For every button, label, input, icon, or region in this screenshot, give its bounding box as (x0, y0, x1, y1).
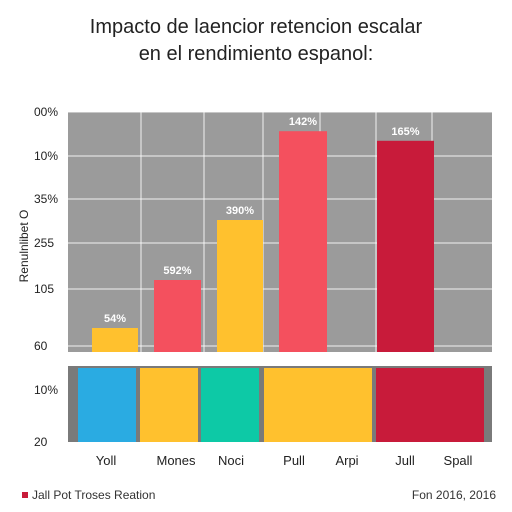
bar (217, 220, 263, 352)
legend: Jall Pot Troses Reation (22, 488, 155, 502)
y-tick-label: 00% (34, 105, 58, 119)
legend-swatch (22, 492, 28, 498)
x-category-label: Spall (444, 453, 473, 468)
title-line-1: Impacto de laencior retencion escalar (89, 16, 423, 38)
lower-band (201, 368, 259, 442)
bar-value-label: 592% (163, 265, 191, 277)
bar (377, 140, 434, 352)
bar-value-label: 165% (391, 126, 419, 138)
bar (92, 328, 138, 352)
plot-separator (68, 352, 492, 366)
x-category-label: Jull (395, 453, 415, 468)
bars (78, 131, 484, 442)
y-tick-label: 35% (34, 192, 58, 206)
bar-value-label: 142% (289, 116, 317, 128)
lower-band (376, 368, 484, 442)
x-category-label: Arpi (335, 453, 358, 468)
x-category-label: Pull (283, 453, 305, 468)
lower-band (78, 368, 136, 442)
bar (154, 280, 201, 352)
chart-title: Impacto de laencior retencion escalar en… (0, 14, 512, 68)
source-note: Fon 2016, 2016 (411, 488, 496, 502)
bar-value-label: 390% (226, 205, 254, 217)
y-axis-title: Renulnlibet O (17, 210, 31, 283)
legend-label: Jall Pot Troses Reation (32, 488, 156, 502)
x-category-label: Yoll (96, 453, 117, 468)
lower-band (140, 368, 198, 442)
labels: 00% 10% 35% 255 105 60 10% 20 Renulnlibet O 54% 59… (17, 105, 473, 468)
lower-band (264, 368, 372, 442)
y-tick-label: 60 (34, 339, 48, 353)
x-category-label: Noci (218, 453, 244, 468)
bar-value-label: 54% (104, 313, 126, 325)
y-tick-label: 10% (34, 383, 58, 397)
title-line-2: en el rendimiento espanol: (138, 43, 374, 65)
y-tick-label: 255 (34, 236, 54, 250)
y-tick-label: 20 (34, 435, 48, 449)
x-category-label: Mones (156, 453, 196, 468)
bar (279, 131, 327, 352)
y-tick-label: 10% (34, 149, 58, 163)
y-tick-label: 105 (34, 282, 54, 296)
